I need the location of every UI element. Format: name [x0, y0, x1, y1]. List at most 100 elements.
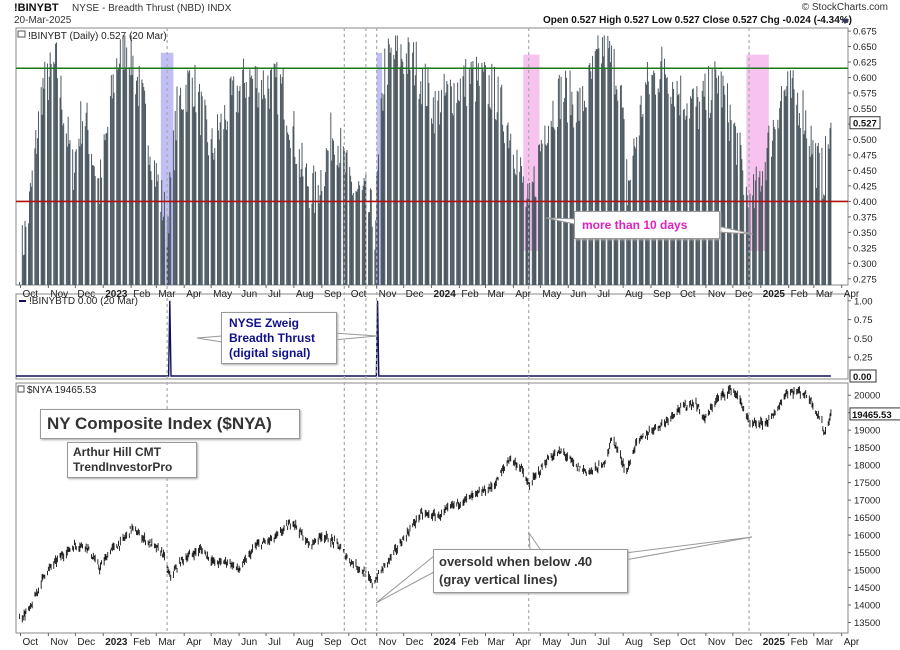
- thrust-bar: [150, 171, 152, 285]
- thrust-bar: [823, 194, 825, 285]
- thrust-bar: [56, 78, 58, 285]
- thrust-bar: [149, 156, 151, 285]
- thrust-bar: [597, 35, 599, 286]
- thrust-bar: [466, 106, 468, 286]
- thrust-bar: [692, 88, 694, 285]
- ytick-label: 15500: [854, 548, 880, 559]
- thrust-bar: [792, 70, 794, 285]
- ytick-label: 20000: [854, 391, 880, 402]
- thrust-bar: [613, 48, 615, 285]
- thrust-bar: [779, 108, 781, 285]
- thrust-bar: [107, 126, 109, 285]
- thrust-bar: [525, 206, 527, 285]
- thrust-bar: [172, 130, 174, 285]
- thrust-bar: [810, 125, 812, 285]
- thrust-bar: [557, 78, 559, 285]
- thrust-bar: [752, 195, 754, 285]
- thrust-bar: [198, 83, 200, 285]
- thrust-bar: [502, 124, 504, 285]
- thrust-bar: [516, 149, 518, 285]
- xtick-label: Jun: [570, 637, 586, 648]
- thrust-bar: [655, 94, 657, 285]
- xtick-label: Nov: [50, 289, 68, 300]
- thrust-bar: [463, 65, 465, 286]
- ytick-label: 0.450: [853, 166, 877, 177]
- thrust-bar: [531, 181, 533, 285]
- thrust-bar: [645, 82, 647, 286]
- xtick-label: Mar: [488, 637, 506, 648]
- xtick-label: Aug: [296, 289, 314, 300]
- thrust-bar: [715, 69, 717, 286]
- thrust-bar: [573, 127, 575, 286]
- thrust-bar: [277, 114, 279, 286]
- thrust-bar: [799, 128, 801, 285]
- thrust-bar: [747, 207, 749, 285]
- thrust-bar: [311, 203, 313, 285]
- thrust-bar: [166, 247, 168, 285]
- thrust-bar: [377, 170, 379, 285]
- thrust-bar: [312, 173, 314, 285]
- thrust-bar: [92, 165, 94, 285]
- dropdown-caret-icon[interactable]: [841, 19, 849, 24]
- thrust-bar: [815, 143, 817, 285]
- thrust-bar: [237, 112, 239, 285]
- thrust-bar: [199, 135, 201, 285]
- thrust-bar: [258, 92, 260, 285]
- thrust-bar: [201, 96, 203, 286]
- thrust-bar: [748, 235, 750, 285]
- thrust-bar: [24, 220, 26, 285]
- thrust-bar: [368, 212, 370, 285]
- thrust-bar: [361, 190, 363, 285]
- thrust-bar: [118, 63, 120, 285]
- thrust-bar: [105, 133, 107, 285]
- thrust-bar: [772, 119, 774, 285]
- thrust-bar: [206, 119, 208, 285]
- thrust-bar: [610, 45, 612, 286]
- xtick-label: 2024: [434, 289, 457, 300]
- thrust-bar: [415, 41, 417, 285]
- thrust-bar: [342, 146, 344, 285]
- thrust-bar: [351, 195, 353, 285]
- thrust-bar: [497, 76, 499, 285]
- thrust-bar: [324, 186, 326, 285]
- thrust-bar: [798, 113, 800, 285]
- thrust-bar: [25, 226, 27, 285]
- thrust-bar: [660, 61, 662, 285]
- thrust-bar: [154, 160, 156, 285]
- symbol-label: !BINYBT: [14, 2, 59, 14]
- thrust-bar: [365, 174, 367, 285]
- thrust-bar: [382, 110, 384, 285]
- thrust-bar: [515, 175, 517, 285]
- thrust-bar: [151, 180, 153, 285]
- thrust-bar: [533, 166, 535, 285]
- thrust-bar: [556, 126, 558, 285]
- thrust-bar: [359, 185, 361, 285]
- thrust-bar: [735, 164, 737, 285]
- thrust-bar: [812, 140, 814, 285]
- thrust-bar: [55, 42, 57, 285]
- thrust-bar: [176, 86, 178, 286]
- thrust-bar: [386, 84, 388, 286]
- thrust-bar: [192, 107, 194, 285]
- thrust-bar: [771, 156, 773, 285]
- thrust-bar: [809, 156, 811, 285]
- thrust-bar: [243, 58, 245, 285]
- thrust-bar: [30, 186, 32, 285]
- thrust-bar: [528, 198, 530, 285]
- thrust-bar: [175, 140, 177, 285]
- xtick-label: May: [213, 637, 232, 648]
- thrust-bar: [591, 78, 593, 286]
- thrust-bar: [761, 185, 763, 285]
- thrust-bar: [264, 98, 266, 286]
- thrust-bar: [412, 52, 414, 285]
- xtick-label: 2025: [763, 637, 786, 648]
- thrust-bar: [636, 136, 638, 285]
- thrust-bar: [35, 130, 37, 285]
- thrust-bar: [457, 82, 459, 286]
- thrust-bar: [459, 78, 461, 285]
- thrust-bar: [739, 132, 741, 285]
- thrust-bar: [242, 69, 244, 285]
- xtick-label: Oct: [351, 289, 367, 300]
- thrust-bar: [37, 111, 39, 285]
- thrust-bar: [621, 107, 623, 285]
